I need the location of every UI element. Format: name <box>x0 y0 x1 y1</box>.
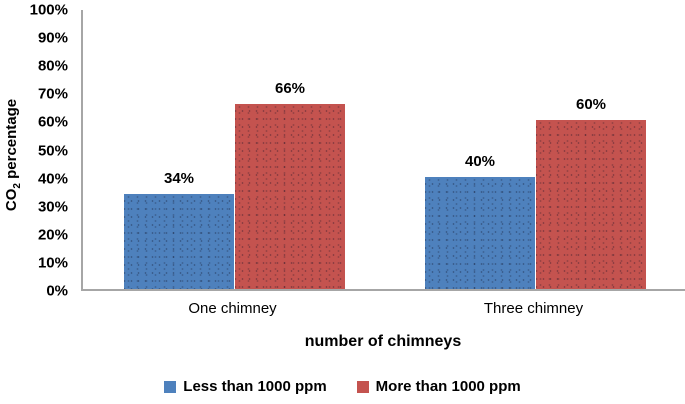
y-tick-label: 80% <box>37 57 68 75</box>
y-axis-ticks: 100% 90% 80% 70% 60% 50% 40% 30% 20% 10% 0% <box>0 2 74 300</box>
legend-item-less-than-1000-ppm: Less than 1000 ppm <box>164 378 327 395</box>
y-tick-label: 100% <box>29 1 68 19</box>
y-tick-label: 0% <box>46 282 68 300</box>
legend-swatch-icon <box>164 380 177 393</box>
bar-less-than-1000-ppm-one-chimney <box>124 193 234 289</box>
bar-value-label: 34% <box>163 169 195 187</box>
legend-label: Less than 1000 ppm <box>183 378 327 395</box>
y-tick-label: 30% <box>37 198 68 216</box>
x-category-label: Three chimney <box>483 300 584 317</box>
y-tick-label: 70% <box>37 85 68 103</box>
y-tick-label: 60% <box>37 113 68 131</box>
y-tick-label: 20% <box>37 226 68 244</box>
x-axis-title: number of chimneys <box>304 333 462 350</box>
legend-label: More than 1000 ppm <box>375 378 521 395</box>
legend-item-more-than-1000-ppm: More than 1000 ppm <box>356 378 521 395</box>
x-category-label: One chimney <box>188 300 277 317</box>
y-tick-label: 90% <box>37 29 68 47</box>
y-tick-label: 40% <box>37 170 68 188</box>
y-tick-label: 10% <box>37 254 68 272</box>
plot-area: 34% 66% 40% 60% <box>81 10 685 291</box>
bar-value-label: 40% <box>464 152 496 170</box>
y-tick-label: 50% <box>37 142 68 159</box>
bar-value-label: 60% <box>575 96 607 114</box>
bar-value-label: 66% <box>274 79 306 97</box>
legend: Less than 1000 ppm More than 1000 ppm <box>0 378 685 395</box>
bars-layer: 34% 66% 40% 60% <box>83 10 685 289</box>
bar-more-than-1000-ppm-one-chimney <box>235 103 345 289</box>
bar-less-than-1000-ppm-three-chimney <box>425 176 535 289</box>
bar-more-than-1000-ppm-three-chimney <box>536 120 646 289</box>
legend-swatch-icon <box>356 380 369 393</box>
